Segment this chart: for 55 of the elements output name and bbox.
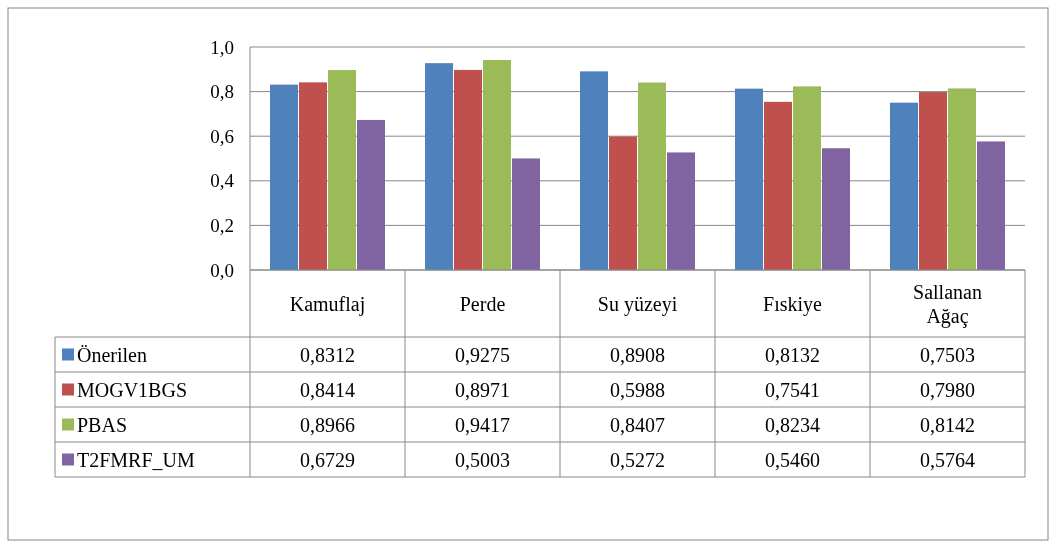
y-tick-label: 0,0 [210,259,234,281]
data-label: 0,7503 [920,343,975,366]
x-tick-label: Kamuflaj [289,292,366,316]
data-label: 0,8132 [765,343,820,366]
bar [822,148,850,270]
data-label: 0,5460 [765,448,820,471]
data-label: 0,6729 [300,448,355,471]
bar [299,82,327,270]
bar [948,88,976,270]
bar [512,158,540,270]
data-label: 0,8312 [300,343,355,366]
x-tick-label: Sallanan Ağaç [913,280,982,328]
y-tick-label: 1,0 [210,36,234,58]
bar [638,82,666,270]
legend-label: T2FMRF_UM [77,448,196,471]
data-label: 0,7980 [920,378,975,401]
legend-label: Önerilen [77,343,147,366]
legend-label: MOGV1BGS [77,378,188,401]
bar [425,63,453,270]
y-tick-label: 0,4 [210,170,235,192]
bar [667,152,695,270]
data-label: 0,8414 [300,378,355,401]
data-label: 0,8407 [610,413,665,436]
bar [735,88,763,270]
bar [609,136,637,270]
legend-label: PBAS [77,413,128,436]
data-label: 0,5003 [455,448,510,471]
bar [977,141,1005,270]
bar [357,119,385,270]
data-label: 0,7541 [765,378,820,401]
data-label: 0,8908 [610,343,665,366]
bar [793,86,821,270]
bar [890,102,918,270]
x-tick-label: Fıskiye [763,292,823,316]
data-label: 0,5272 [610,448,665,471]
y-tick-label: 0,2 [210,215,234,237]
bar [328,70,356,270]
data-label: 0,9417 [455,413,510,436]
y-tick-label: 0,6 [210,125,234,147]
y-tick-label: 0,8 [210,81,234,103]
data-label: 0,8966 [300,413,355,436]
data-label: 0,5988 [610,378,665,401]
data-label: 0,8142 [920,413,975,436]
bar [919,92,947,270]
data-label: 0,8971 [455,378,510,401]
data-label: 0,5764 [920,448,975,471]
data-label: 0,8234 [765,413,820,436]
bar [580,71,608,270]
bar [764,101,792,270]
data-label: 0,9275 [455,343,510,366]
bar [270,84,298,270]
x-tick-label: Su yüzeyi [597,292,678,316]
bar [483,60,511,270]
x-tick-label: Perde [459,292,506,315]
bar [454,69,482,270]
